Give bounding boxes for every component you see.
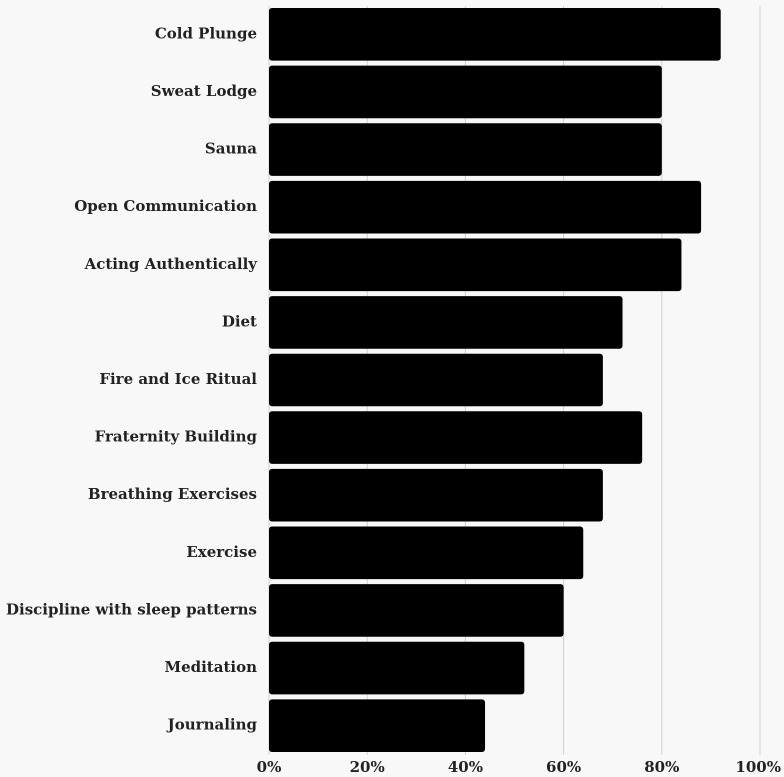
bar-1	[269, 65, 662, 119]
category-label-3: Open Communication	[74, 197, 257, 215]
category-label-12: Journaling	[166, 716, 258, 734]
category-label-0: Cold Plunge	[155, 24, 257, 42]
category-label-2: Sauna	[205, 140, 257, 158]
bar-12	[269, 699, 486, 752]
category-label-8: Breathing Exercises	[88, 485, 257, 503]
category-label-11: Meditation	[164, 658, 257, 676]
category-label-5: Diet	[222, 312, 257, 330]
x-tick-label-layer: 0% 20% 40% 60% 80% 100%	[257, 758, 781, 776]
bar-9	[269, 526, 584, 580]
category-label-7: Fraternity Building	[95, 428, 258, 446]
bar-layer	[269, 8, 721, 752]
category-label-10: Discipline with sleep patterns	[6, 600, 257, 618]
bar-4	[269, 238, 682, 292]
bar-11	[269, 641, 525, 695]
bar-0	[269, 8, 721, 61]
category-label-1: Sweat Lodge	[151, 82, 257, 100]
bar-2	[269, 123, 662, 176]
bar-10	[269, 584, 564, 637]
bar-5	[269, 296, 623, 349]
bar-8	[269, 468, 603, 522]
bar-7	[269, 411, 643, 464]
category-label-6: Fire and Ice Ritual	[99, 370, 257, 388]
x-tick-label-2: 40%	[448, 758, 483, 776]
x-tick-label-3: 60%	[546, 758, 581, 776]
x-tick-label-5: 100%	[735, 758, 781, 776]
bar-3	[269, 180, 702, 234]
category-label-layer: Cold Plunge Sweat Lodge Sauna Open Communic…	[6, 24, 258, 733]
category-label-4: Acting Authentically	[84, 255, 259, 273]
x-tick-label-4: 80%	[644, 758, 679, 776]
bar-6	[269, 353, 603, 407]
x-tick-label-1: 20%	[350, 758, 385, 776]
x-tick-label-0: 0%	[257, 758, 282, 776]
category-label-9: Exercise	[186, 543, 257, 561]
